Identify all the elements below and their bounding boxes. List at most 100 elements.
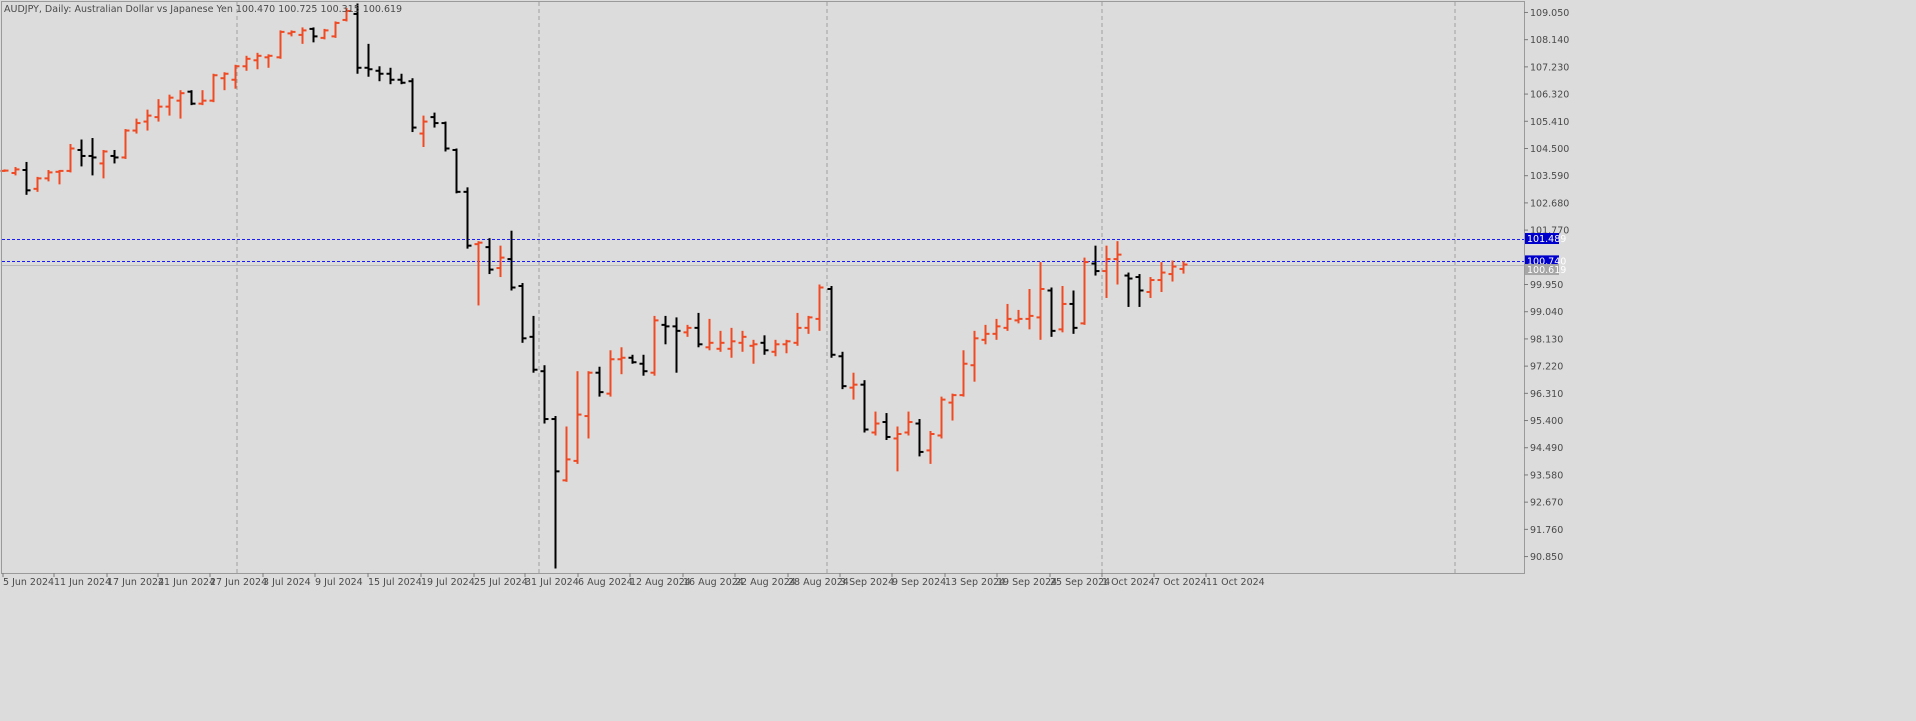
ohlc-bar[interactable] [650, 315, 659, 376]
ohlc-bar[interactable] [1014, 309, 1023, 324]
ohlc-bar[interactable] [1047, 287, 1056, 337]
ohlc-bar[interactable] [727, 327, 736, 358]
ohlc-bar[interactable] [926, 430, 935, 464]
ohlc-bar[interactable] [749, 339, 758, 364]
ohlc-bar[interactable] [1036, 262, 1045, 340]
ohlc-bar[interactable] [1157, 262, 1166, 292]
ohlc-bar[interactable] [871, 411, 880, 436]
ohlc-bar[interactable] [22, 161, 31, 195]
ohlc-bar[interactable] [551, 416, 560, 569]
ohlc-bar[interactable] [463, 187, 472, 249]
price-axis[interactable]: 109.050 108.140 107.230 106.320 105.410 104.5… [1524, 8, 1569, 563]
ohlc-bar[interactable] [132, 118, 141, 134]
ohlc-bar[interactable] [353, 3, 362, 74]
ohlc-bar[interactable] [397, 73, 406, 85]
ohlc-bar[interactable] [408, 78, 417, 133]
ohlc-bar[interactable] [1069, 290, 1078, 334]
ohlc-bar[interactable] [99, 149, 108, 179]
ohlc-bar[interactable] [782, 339, 791, 354]
ohlc-bar[interactable] [860, 380, 869, 433]
ohlc-bar[interactable] [606, 350, 615, 397]
ohlc-bar[interactable] [496, 245, 505, 278]
ohlc-bar[interactable] [1135, 274, 1144, 307]
ohlc-bar[interactable] [375, 66, 384, 82]
ohlc-bar[interactable] [1113, 241, 1122, 285]
ohlc-bar[interactable] [430, 112, 439, 128]
ohlc-bar[interactable] [342, 7, 351, 22]
ohlc-bar[interactable] [165, 94, 174, 116]
ohlc-bar[interactable] [309, 27, 318, 43]
ohlc-bar[interactable] [661, 315, 670, 345]
ohlc-bar[interactable] [110, 149, 119, 164]
ohlc-bar[interactable] [1058, 286, 1067, 333]
ohlc-bar[interactable] [242, 55, 251, 71]
ohlc-bar[interactable] [176, 90, 185, 119]
ohlc-bar[interactable] [121, 129, 130, 159]
ohlc-bar[interactable] [518, 283, 527, 343]
ohlc-bar[interactable] [220, 72, 229, 91]
ohlc-bar[interactable] [981, 324, 990, 345]
ohlc-bar[interactable] [705, 318, 714, 351]
ohlc-bar[interactable] [264, 54, 273, 68]
ohlc-bar[interactable] [849, 372, 858, 400]
ohlc-bar[interactable] [992, 318, 1001, 340]
ohlc-bar[interactable] [44, 170, 53, 182]
ohlc-bar[interactable] [253, 52, 262, 70]
ohlc-bar[interactable] [187, 90, 196, 106]
ohlc-bar[interactable] [11, 167, 20, 176]
ohlc-bar[interactable] [452, 148, 461, 194]
ohlc-bar[interactable] [694, 312, 703, 348]
ohlc-bar[interactable] [738, 330, 747, 352]
ohlc-bar[interactable] [716, 330, 725, 352]
ohlc-bar[interactable] [77, 139, 86, 167]
ohlc-bar[interactable] [1102, 245, 1111, 298]
ohlc-bar[interactable] [1179, 261, 1188, 274]
ohlc-bar[interactable] [143, 109, 152, 131]
ohlc-bar[interactable] [66, 144, 75, 173]
ohlc-bar[interactable] [672, 317, 681, 373]
ohlc-bar[interactable] [1025, 288, 1034, 330]
ohlc-bar[interactable] [1124, 272, 1133, 307]
ohlc-bar[interactable] [474, 241, 483, 306]
ohlc-bar[interactable] [276, 30, 285, 59]
ohlc-bar[interactable] [154, 99, 163, 122]
ohlc-bar[interactable] [209, 73, 218, 103]
ohlc-bar[interactable] [804, 315, 813, 334]
ohlc-bar[interactable] [55, 169, 64, 185]
ohlc-bar[interactable] [1146, 277, 1155, 298]
ohlc-bar[interactable] [959, 350, 968, 397]
ohlc-bar[interactable] [584, 371, 593, 439]
ohlc-bar[interactable] [882, 413, 891, 440]
ohlc-bar[interactable] [33, 176, 42, 192]
ohlc-bar[interactable] [562, 426, 571, 482]
ohlc-bar[interactable] [815, 284, 824, 331]
ohlc-bar[interactable] [1168, 260, 1177, 282]
ohlc-bar[interactable] [331, 21, 340, 38]
ohlc-bar[interactable] [1080, 257, 1089, 325]
ohlc-bar[interactable] [639, 354, 648, 376]
ohlc-bar[interactable] [617, 347, 626, 375]
ohlc-bar[interactable] [386, 67, 395, 85]
ohlc-bar[interactable] [287, 30, 296, 37]
ohlc-bar[interactable] [793, 312, 802, 346]
ohlc-bar[interactable] [970, 330, 979, 382]
ohlc-bar[interactable] [198, 90, 207, 106]
ohlc-bar[interactable] [595, 366, 604, 397]
ohlc-bar[interactable] [893, 426, 902, 472]
ohlc-bar[interactable] [231, 64, 240, 89]
ohlc-bar[interactable] [529, 315, 538, 373]
ohlc-bar[interactable] [915, 419, 924, 457]
ohlc-bar[interactable] [298, 27, 307, 44]
ohlc-bar[interactable] [683, 324, 692, 337]
ohlc-bar[interactable] [937, 396, 946, 439]
ohlc-bar[interactable] [838, 351, 847, 390]
ohlc-bar[interactable] [88, 138, 97, 176]
ohlc-bar[interactable] [760, 335, 769, 355]
ohlc-bar[interactable] [771, 339, 780, 357]
ohlc-bar[interactable] [441, 121, 450, 152]
ohlc-bar[interactable] [507, 230, 516, 291]
ohlc-bar[interactable] [827, 286, 836, 358]
ohlc-bar[interactable] [628, 354, 637, 364]
